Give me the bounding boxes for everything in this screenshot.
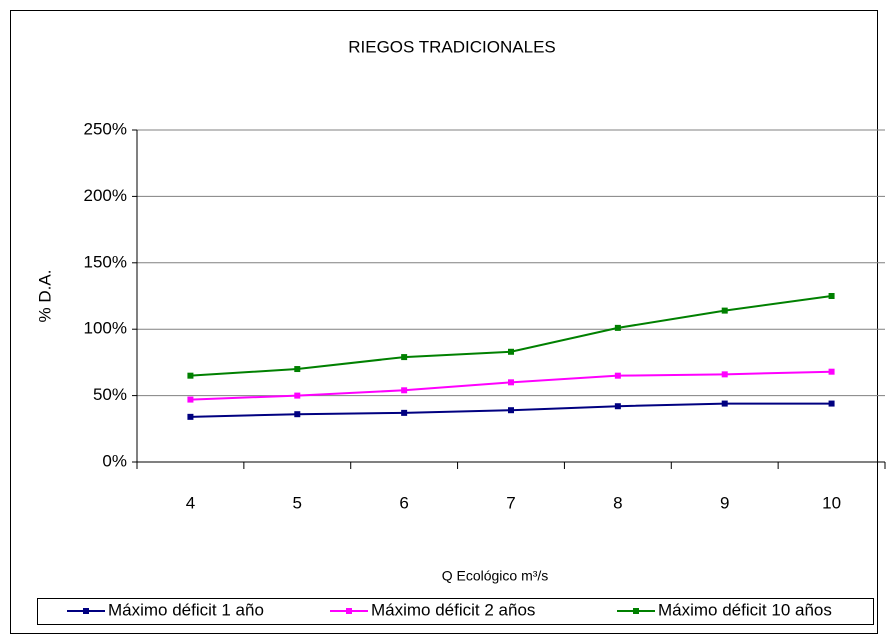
data-point <box>614 324 621 331</box>
data-point <box>828 293 835 299</box>
legend-marker <box>633 608 639 614</box>
data-point <box>187 396 194 403</box>
x-tick-label: 5 <box>293 493 302 512</box>
chart-border <box>10 10 878 634</box>
legend-marker <box>83 608 89 614</box>
data-point <box>828 368 835 375</box>
data-point <box>508 379 514 386</box>
data-point <box>294 366 301 373</box>
data-point <box>401 354 408 361</box>
data-point <box>294 411 301 418</box>
data-point <box>614 372 621 379</box>
y-tick-label: 100% <box>84 319 127 338</box>
data-point <box>721 307 728 314</box>
y-tick-label: 150% <box>84 252 127 271</box>
data-point <box>721 400 728 407</box>
x-tick-label: 10 <box>822 493 841 512</box>
data-point <box>508 407 514 414</box>
y-axis-label: % D.A. <box>35 270 54 323</box>
chart-title: RIEGOS TRADICIONALES <box>348 37 556 56</box>
x-tick-label: 6 <box>399 493 408 512</box>
legend-label: Máximo déficit 10 años <box>658 600 832 619</box>
data-point <box>721 371 728 378</box>
data-point <box>614 403 621 410</box>
y-tick-label: 0% <box>102 451 127 470</box>
legend-label: Máximo déficit 2 años <box>371 600 535 619</box>
y-tick-label: 50% <box>93 385 127 404</box>
legend-marker <box>346 608 352 614</box>
x-axis-label: Q Ecológico m³/s <box>442 568 549 584</box>
data-point <box>828 400 835 407</box>
data-point <box>187 413 194 420</box>
data-point <box>508 348 514 355</box>
x-tick-label: 4 <box>186 493 195 512</box>
data-point <box>294 392 301 399</box>
x-tick-label: 8 <box>613 493 622 512</box>
x-tick-label: 9 <box>720 493 729 512</box>
legend-box <box>37 598 874 625</box>
legend-label: Máximo déficit 1 año <box>108 600 264 619</box>
x-tick-label: 7 <box>506 493 515 512</box>
data-point <box>401 409 408 416</box>
y-tick-label: 200% <box>84 186 127 205</box>
data-point <box>401 387 408 394</box>
y-tick-label: 250% <box>84 119 127 138</box>
data-point <box>187 372 194 379</box>
